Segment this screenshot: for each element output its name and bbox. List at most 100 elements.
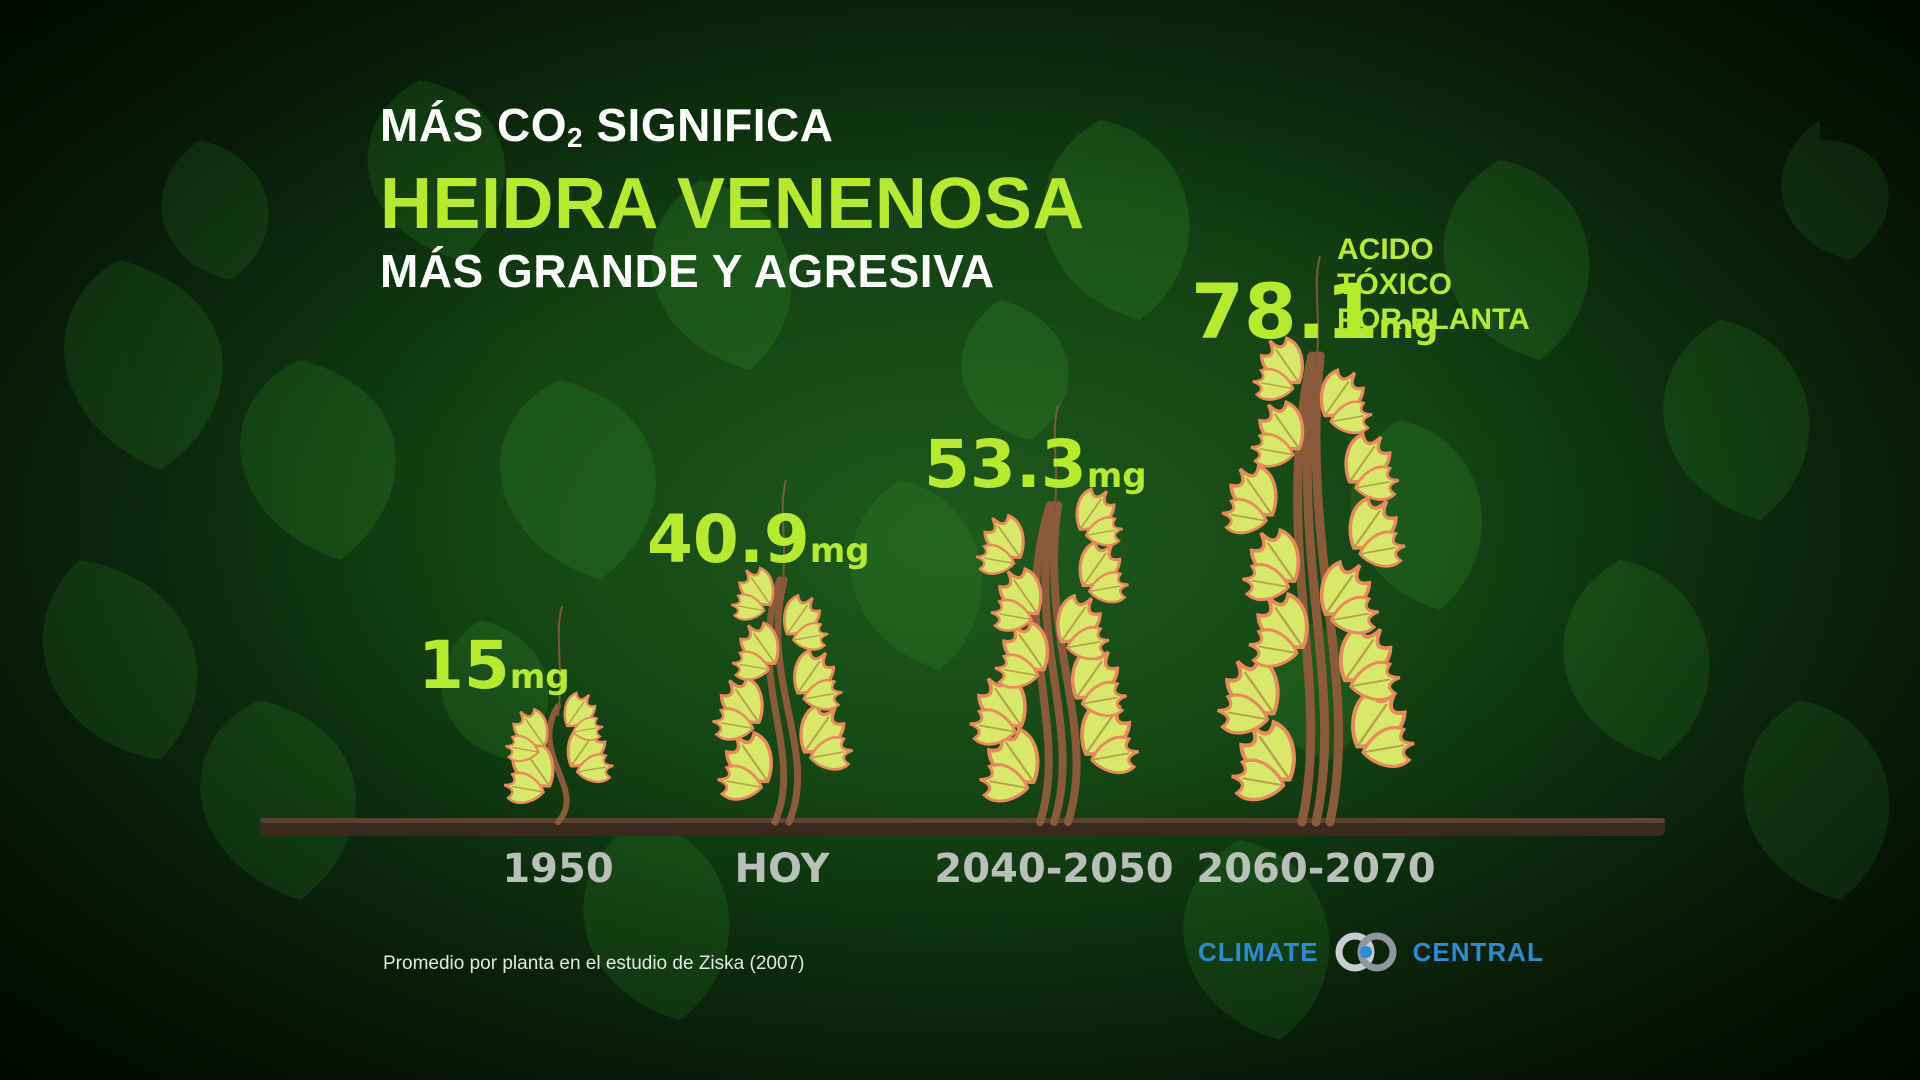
leaf-vein bbox=[1356, 703, 1388, 748]
category-label: 2040-2050 bbox=[934, 846, 1173, 892]
plant-leaf bbox=[572, 716, 604, 742]
plant-leaf bbox=[1349, 660, 1401, 702]
leaf-vein bbox=[1355, 480, 1391, 489]
plant-leaf bbox=[1329, 595, 1380, 635]
plant-leaf bbox=[1329, 400, 1373, 435]
leaf-vein bbox=[1323, 380, 1350, 417]
leaf-vein bbox=[1245, 477, 1274, 516]
headline-co-text: MÁS CO bbox=[380, 99, 567, 151]
plant-leaf bbox=[1231, 758, 1286, 802]
plant-stem bbox=[774, 576, 802, 826]
plant-leaf bbox=[712, 707, 755, 741]
ground-plank-highlight bbox=[260, 818, 1665, 823]
leaf-vein bbox=[1251, 579, 1289, 588]
leaf-vein bbox=[1266, 542, 1296, 582]
leaf-vein bbox=[797, 660, 821, 694]
leaf-vein bbox=[576, 766, 607, 773]
plant-leaf bbox=[979, 763, 1030, 803]
leaf-vein bbox=[752, 632, 776, 664]
leaf-vein bbox=[1359, 546, 1397, 555]
headline-line-1: MÁS CO2 SIGNIFICA bbox=[380, 98, 1085, 165]
leaf-vein bbox=[511, 746, 539, 753]
leaf-vein bbox=[741, 744, 769, 782]
leaf-vein bbox=[573, 727, 598, 733]
leaf-vein bbox=[978, 724, 1016, 733]
leaf-vein bbox=[1258, 645, 1298, 655]
brand-rings-icon bbox=[1335, 932, 1397, 972]
category-label: HOY bbox=[734, 846, 830, 892]
plant-leaf bbox=[975, 543, 1016, 575]
leaf-vein bbox=[1018, 633, 1045, 671]
leaf-vein bbox=[1260, 382, 1294, 390]
leaf-vein bbox=[1363, 744, 1405, 754]
leaf-vein bbox=[734, 688, 760, 723]
plant-tendril bbox=[557, 605, 563, 717]
climate-central-logo: CLIMATE CENTRAL bbox=[1198, 932, 1544, 972]
unit-note: ACIDO TÓXICO POR PLANTA bbox=[1337, 232, 1530, 337]
plant-leaf bbox=[717, 764, 764, 801]
value-label: 53.3mg bbox=[924, 426, 1147, 503]
value-number: 40.9 bbox=[647, 501, 810, 578]
value-label: 40.9mg bbox=[647, 501, 870, 578]
value-unit: mg bbox=[1087, 456, 1147, 496]
brand-right-text: CENTRAL bbox=[1412, 936, 1544, 967]
leaf-vein bbox=[793, 634, 822, 641]
plant-leaf bbox=[505, 734, 540, 763]
leaf-vein bbox=[1089, 585, 1121, 593]
leaf-vein bbox=[750, 576, 771, 606]
leaf-vein bbox=[726, 780, 762, 789]
plant-stem bbox=[1302, 351, 1330, 827]
leaf-vein bbox=[1079, 498, 1103, 530]
unit-note-line-3: POR PLANTA bbox=[1337, 303, 1530, 336]
leaf-vein bbox=[993, 687, 1023, 727]
plant-tendril bbox=[1053, 404, 1059, 516]
leaf-vein bbox=[737, 605, 765, 612]
plant-stem bbox=[765, 576, 788, 826]
leaf-vein bbox=[1353, 509, 1382, 549]
plant-leaf bbox=[1080, 680, 1127, 718]
leaf-vein bbox=[983, 557, 1015, 565]
plant-leaf bbox=[1090, 735, 1140, 775]
plant-leaf bbox=[731, 650, 771, 681]
leaf-vein bbox=[1013, 579, 1039, 615]
plant-tendril bbox=[1315, 255, 1321, 367]
plant-leaf bbox=[808, 736, 854, 771]
plant-leaf bbox=[791, 622, 829, 651]
plant-leaf bbox=[503, 771, 546, 804]
leaf-vein bbox=[1330, 415, 1364, 423]
plant-tendril bbox=[781, 479, 787, 590]
plant-stem bbox=[1049, 501, 1081, 826]
plant-leaf bbox=[1252, 367, 1295, 401]
headline: MÁS CO2 SIGNIFICA HEIDRA VENENOSA MÁS GR… bbox=[380, 98, 1085, 299]
value-number: 15 bbox=[418, 627, 510, 704]
leaf-vein bbox=[1085, 529, 1116, 536]
unit-note-line-2: TÓXICO bbox=[1337, 268, 1453, 301]
leaf-vein bbox=[1084, 714, 1114, 755]
value-number: 53.3 bbox=[924, 426, 1087, 503]
headline-significa-text: SIGNIFICA bbox=[583, 99, 834, 151]
leaf-vein bbox=[1067, 640, 1101, 649]
leaf-vein bbox=[803, 692, 835, 700]
value-unit: mg bbox=[1379, 307, 1439, 347]
plant-leaf bbox=[1361, 726, 1415, 768]
value-label: 78.1mg bbox=[1191, 267, 1438, 356]
leaf-vein bbox=[1331, 612, 1370, 621]
plant-leaf bbox=[802, 679, 843, 711]
leaf-vein bbox=[1003, 668, 1039, 677]
plant-leaf bbox=[1250, 432, 1295, 468]
leaf-vein bbox=[1230, 513, 1267, 522]
plant-leaf bbox=[990, 598, 1033, 632]
leaf-vein bbox=[1350, 678, 1391, 688]
plant-stem bbox=[1031, 501, 1054, 826]
plant-3 bbox=[969, 404, 1140, 826]
leaf-vein bbox=[997, 525, 1021, 558]
plant-leaf bbox=[1358, 530, 1406, 568]
headline-line-3: MÁS GRANDE Y AGRESIVA bbox=[380, 245, 995, 297]
leaf-vein bbox=[1241, 777, 1284, 787]
plant-4 bbox=[1217, 255, 1415, 827]
leaf-vein bbox=[566, 700, 586, 727]
value-label: 15mg bbox=[418, 627, 570, 704]
leaf-vein bbox=[998, 613, 1032, 621]
leaf-vein bbox=[803, 716, 830, 753]
